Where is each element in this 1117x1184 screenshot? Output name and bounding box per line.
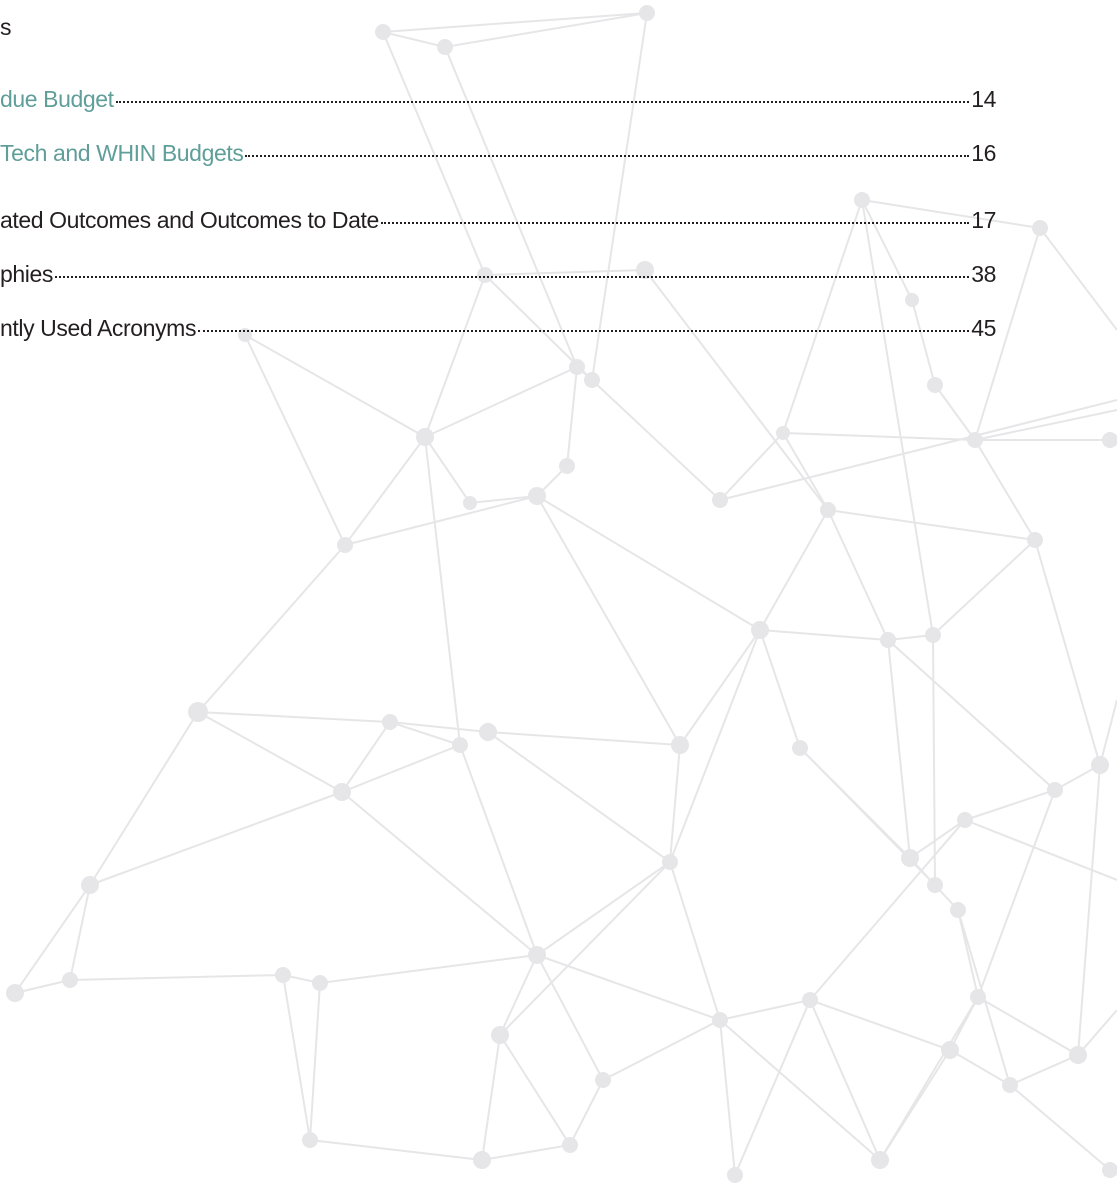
- entry-title: ntly Used Acronyms: [0, 315, 196, 342]
- network-edges: [15, 13, 1117, 1175]
- toc-entry: due Budget 14: [0, 86, 996, 113]
- dot-leader: [245, 155, 969, 157]
- page-number: 38: [971, 261, 996, 288]
- page-number: 17: [971, 207, 996, 234]
- entry-title: ated Outcomes and Outcomes to Date: [0, 207, 379, 234]
- page-number: 14: [971, 86, 996, 113]
- dot-leader: [381, 222, 969, 224]
- dot-leader: [116, 101, 970, 103]
- toc-entry: Tech and WHIN Budgets 16: [0, 140, 996, 167]
- page: {"toc": {"heading": "s", "entries": [ {"…: [0, 0, 1117, 1184]
- network-nodes: [6, 5, 1117, 1183]
- toc-entry: ntly Used Acronyms 45: [0, 315, 996, 342]
- toc-entry: ated Outcomes and Outcomes to Date 17: [0, 207, 996, 234]
- dot-leader: [55, 276, 969, 278]
- entry-title: Tech and WHIN Budgets: [0, 140, 243, 167]
- page-number: 16: [971, 140, 996, 167]
- entry-title: phies: [0, 261, 53, 288]
- page-number: 45: [971, 315, 996, 342]
- toc-entry: phies 38: [0, 261, 996, 288]
- toc-heading: s: [0, 14, 12, 41]
- network-background: [0, 0, 1117, 1184]
- entry-title: due Budget: [0, 86, 114, 113]
- dot-leader: [198, 330, 969, 332]
